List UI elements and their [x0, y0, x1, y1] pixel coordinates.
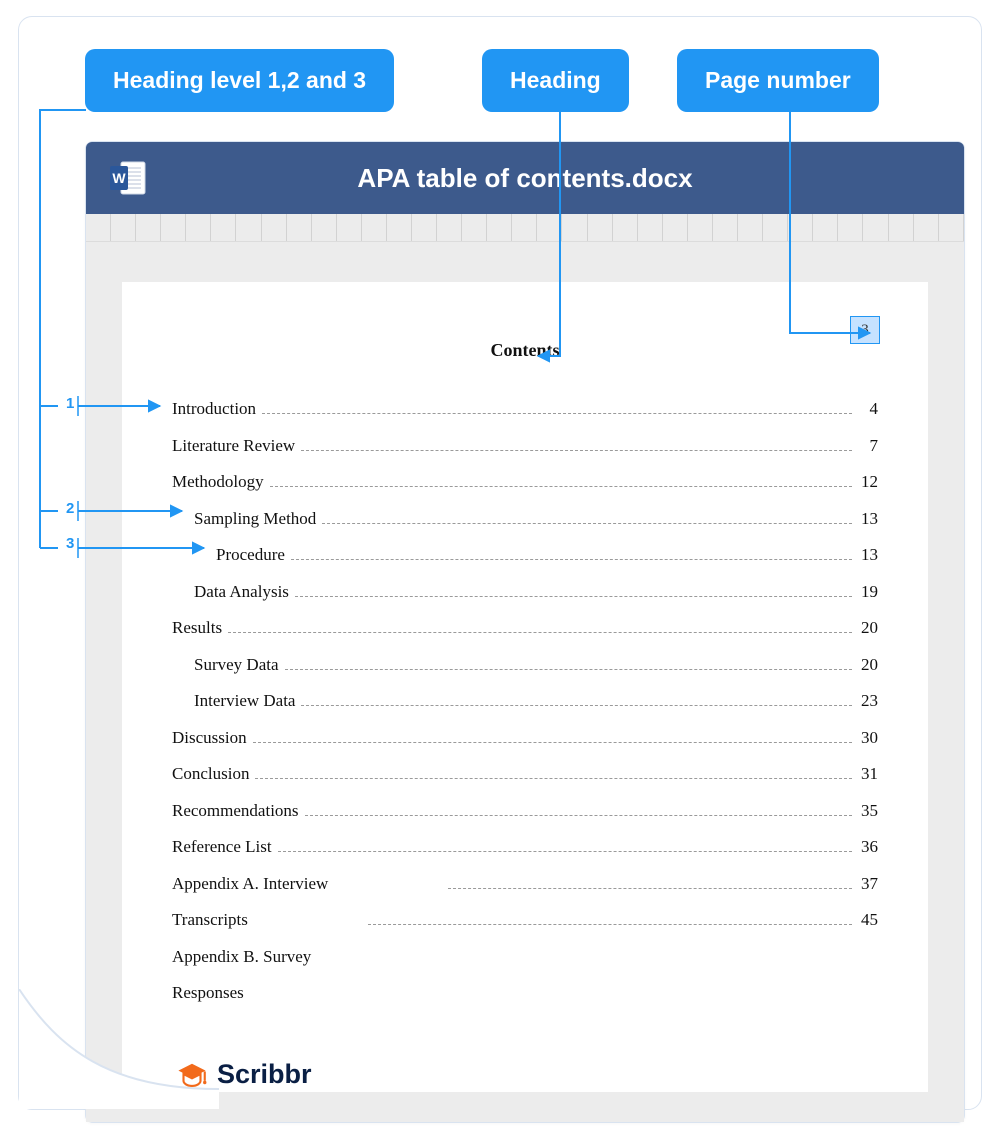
- toc-entry-label: Conclusion: [172, 764, 249, 784]
- toc-row: Survey Data 20: [172, 655, 878, 675]
- toc-row: Transcripts 45: [172, 910, 878, 930]
- contents-heading: Contents: [172, 340, 878, 361]
- toc-entry-page: 23: [858, 691, 878, 711]
- toc-entry-label: Discussion: [172, 728, 247, 748]
- toc-entry-label: Transcripts: [172, 910, 248, 930]
- toc-entry-page: 31: [858, 764, 878, 784]
- toc-leader-dots: [291, 559, 852, 560]
- toc-leader-dots: [301, 705, 852, 706]
- word-icon: W: [108, 158, 148, 198]
- toc-entry-label: Results: [172, 618, 222, 638]
- level-marker-3: 3: [66, 535, 74, 552]
- toc-entry-label: Literature Review: [172, 436, 295, 456]
- toc-entry-label: Survey Data: [194, 655, 279, 675]
- toc-leader-dots: [278, 851, 852, 852]
- toc-entry-label: Methodology: [172, 472, 264, 492]
- toc-entry-label: Appendix B. Survey: [172, 947, 311, 967]
- toc-leader-dots: [322, 523, 852, 524]
- toc-leader-dots: [368, 924, 852, 925]
- toc-entry-label: Responses: [172, 983, 244, 1003]
- callout-page-number: Page number: [677, 49, 879, 112]
- toc-leader-dots: [305, 815, 852, 816]
- toc-row: Conclusion 31: [172, 764, 878, 784]
- toc-entry-label: Procedure: [216, 545, 285, 565]
- toc-leader-dots: [448, 888, 852, 889]
- toc-row: Appendix A. Interview 37: [172, 874, 878, 894]
- toc-entry-page: 13: [858, 545, 878, 565]
- toc-leader-dots: [255, 778, 852, 779]
- toc-row: Procedure 13: [172, 545, 878, 565]
- toc-entry-page: 35: [858, 801, 878, 821]
- document-window: W APA table of contents.docx 3 Contents …: [85, 141, 965, 1123]
- toc-entry-page: 45: [858, 910, 878, 930]
- scribbr-logo: Scribbr: [175, 1057, 312, 1091]
- toc-row: Results 20: [172, 618, 878, 638]
- toc-row: Appendix B. Survey: [172, 947, 878, 967]
- page: 3 Contents Introduction 4 Literature Revie…: [122, 282, 928, 1092]
- ruler: [86, 214, 964, 242]
- callout-heading: Heading: [482, 49, 629, 112]
- page-number-box: 3: [850, 316, 880, 344]
- toc-entry-label: Interview Data: [194, 691, 295, 711]
- toc-row: Responses: [172, 983, 878, 1003]
- infographic-frame: Heading level 1,2 and 3 Heading Page num…: [18, 16, 982, 1110]
- toc-entry-page: 30: [858, 728, 878, 748]
- toc-row: Sampling Method 13: [172, 509, 878, 529]
- table-of-contents: Introduction 4 Literature Review 7 Methodolo…: [172, 399, 878, 1003]
- document-filename: APA table of contents.docx: [86, 163, 964, 194]
- toc-entry-label: Recommendations: [172, 801, 299, 821]
- toc-leader-dots: [253, 742, 852, 743]
- scribbr-logo-text: Scribbr: [217, 1059, 312, 1090]
- toc-entry-page: 7: [858, 436, 878, 456]
- toc-row: Methodology 12: [172, 472, 878, 492]
- toc-row: Literature Review 7: [172, 436, 878, 456]
- toc-leader-dots: [262, 413, 852, 414]
- toc-entry-label: Data Analysis: [194, 582, 289, 602]
- svg-text:W: W: [112, 170, 126, 186]
- toc-entry-label: Appendix A. Interview: [172, 874, 328, 894]
- level-marker-1: 1: [66, 395, 74, 412]
- toc-row: Reference List 36: [172, 837, 878, 857]
- toc-row: Introduction 4: [172, 399, 878, 419]
- toc-entry-page: 20: [858, 618, 878, 638]
- toc-leader-dots: [285, 669, 852, 670]
- toc-entry-page: 19: [858, 582, 878, 602]
- toc-entry-page: 13: [858, 509, 878, 529]
- toc-leader-dots: [295, 596, 852, 597]
- toc-entry-page: 36: [858, 837, 878, 857]
- toc-row: Data Analysis 19: [172, 582, 878, 602]
- toc-entry-label: Reference List: [172, 837, 272, 857]
- toc-entry-page: 4: [858, 399, 878, 419]
- toc-entry-page: 20: [858, 655, 878, 675]
- titlebar: W APA table of contents.docx: [86, 142, 964, 214]
- page-area: 3 Contents Introduction 4 Literature Revie…: [86, 242, 964, 1122]
- level-marker-2: 2: [66, 500, 74, 517]
- toc-leader-dots: [270, 486, 852, 487]
- toc-row: Interview Data 23: [172, 691, 878, 711]
- toc-row: Recommendations 35: [172, 801, 878, 821]
- toc-row: Discussion 30: [172, 728, 878, 748]
- toc-entry-label: Sampling Method: [194, 509, 316, 529]
- toc-entry-page: 12: [858, 472, 878, 492]
- toc-entry-label: Introduction: [172, 399, 256, 419]
- graduation-cap-icon: [175, 1057, 209, 1091]
- toc-leader-dots: [301, 450, 852, 451]
- toc-leader-dots: [228, 632, 852, 633]
- callout-heading-levels: Heading level 1,2 and 3: [85, 49, 394, 112]
- toc-entry-page: 37: [858, 874, 878, 894]
